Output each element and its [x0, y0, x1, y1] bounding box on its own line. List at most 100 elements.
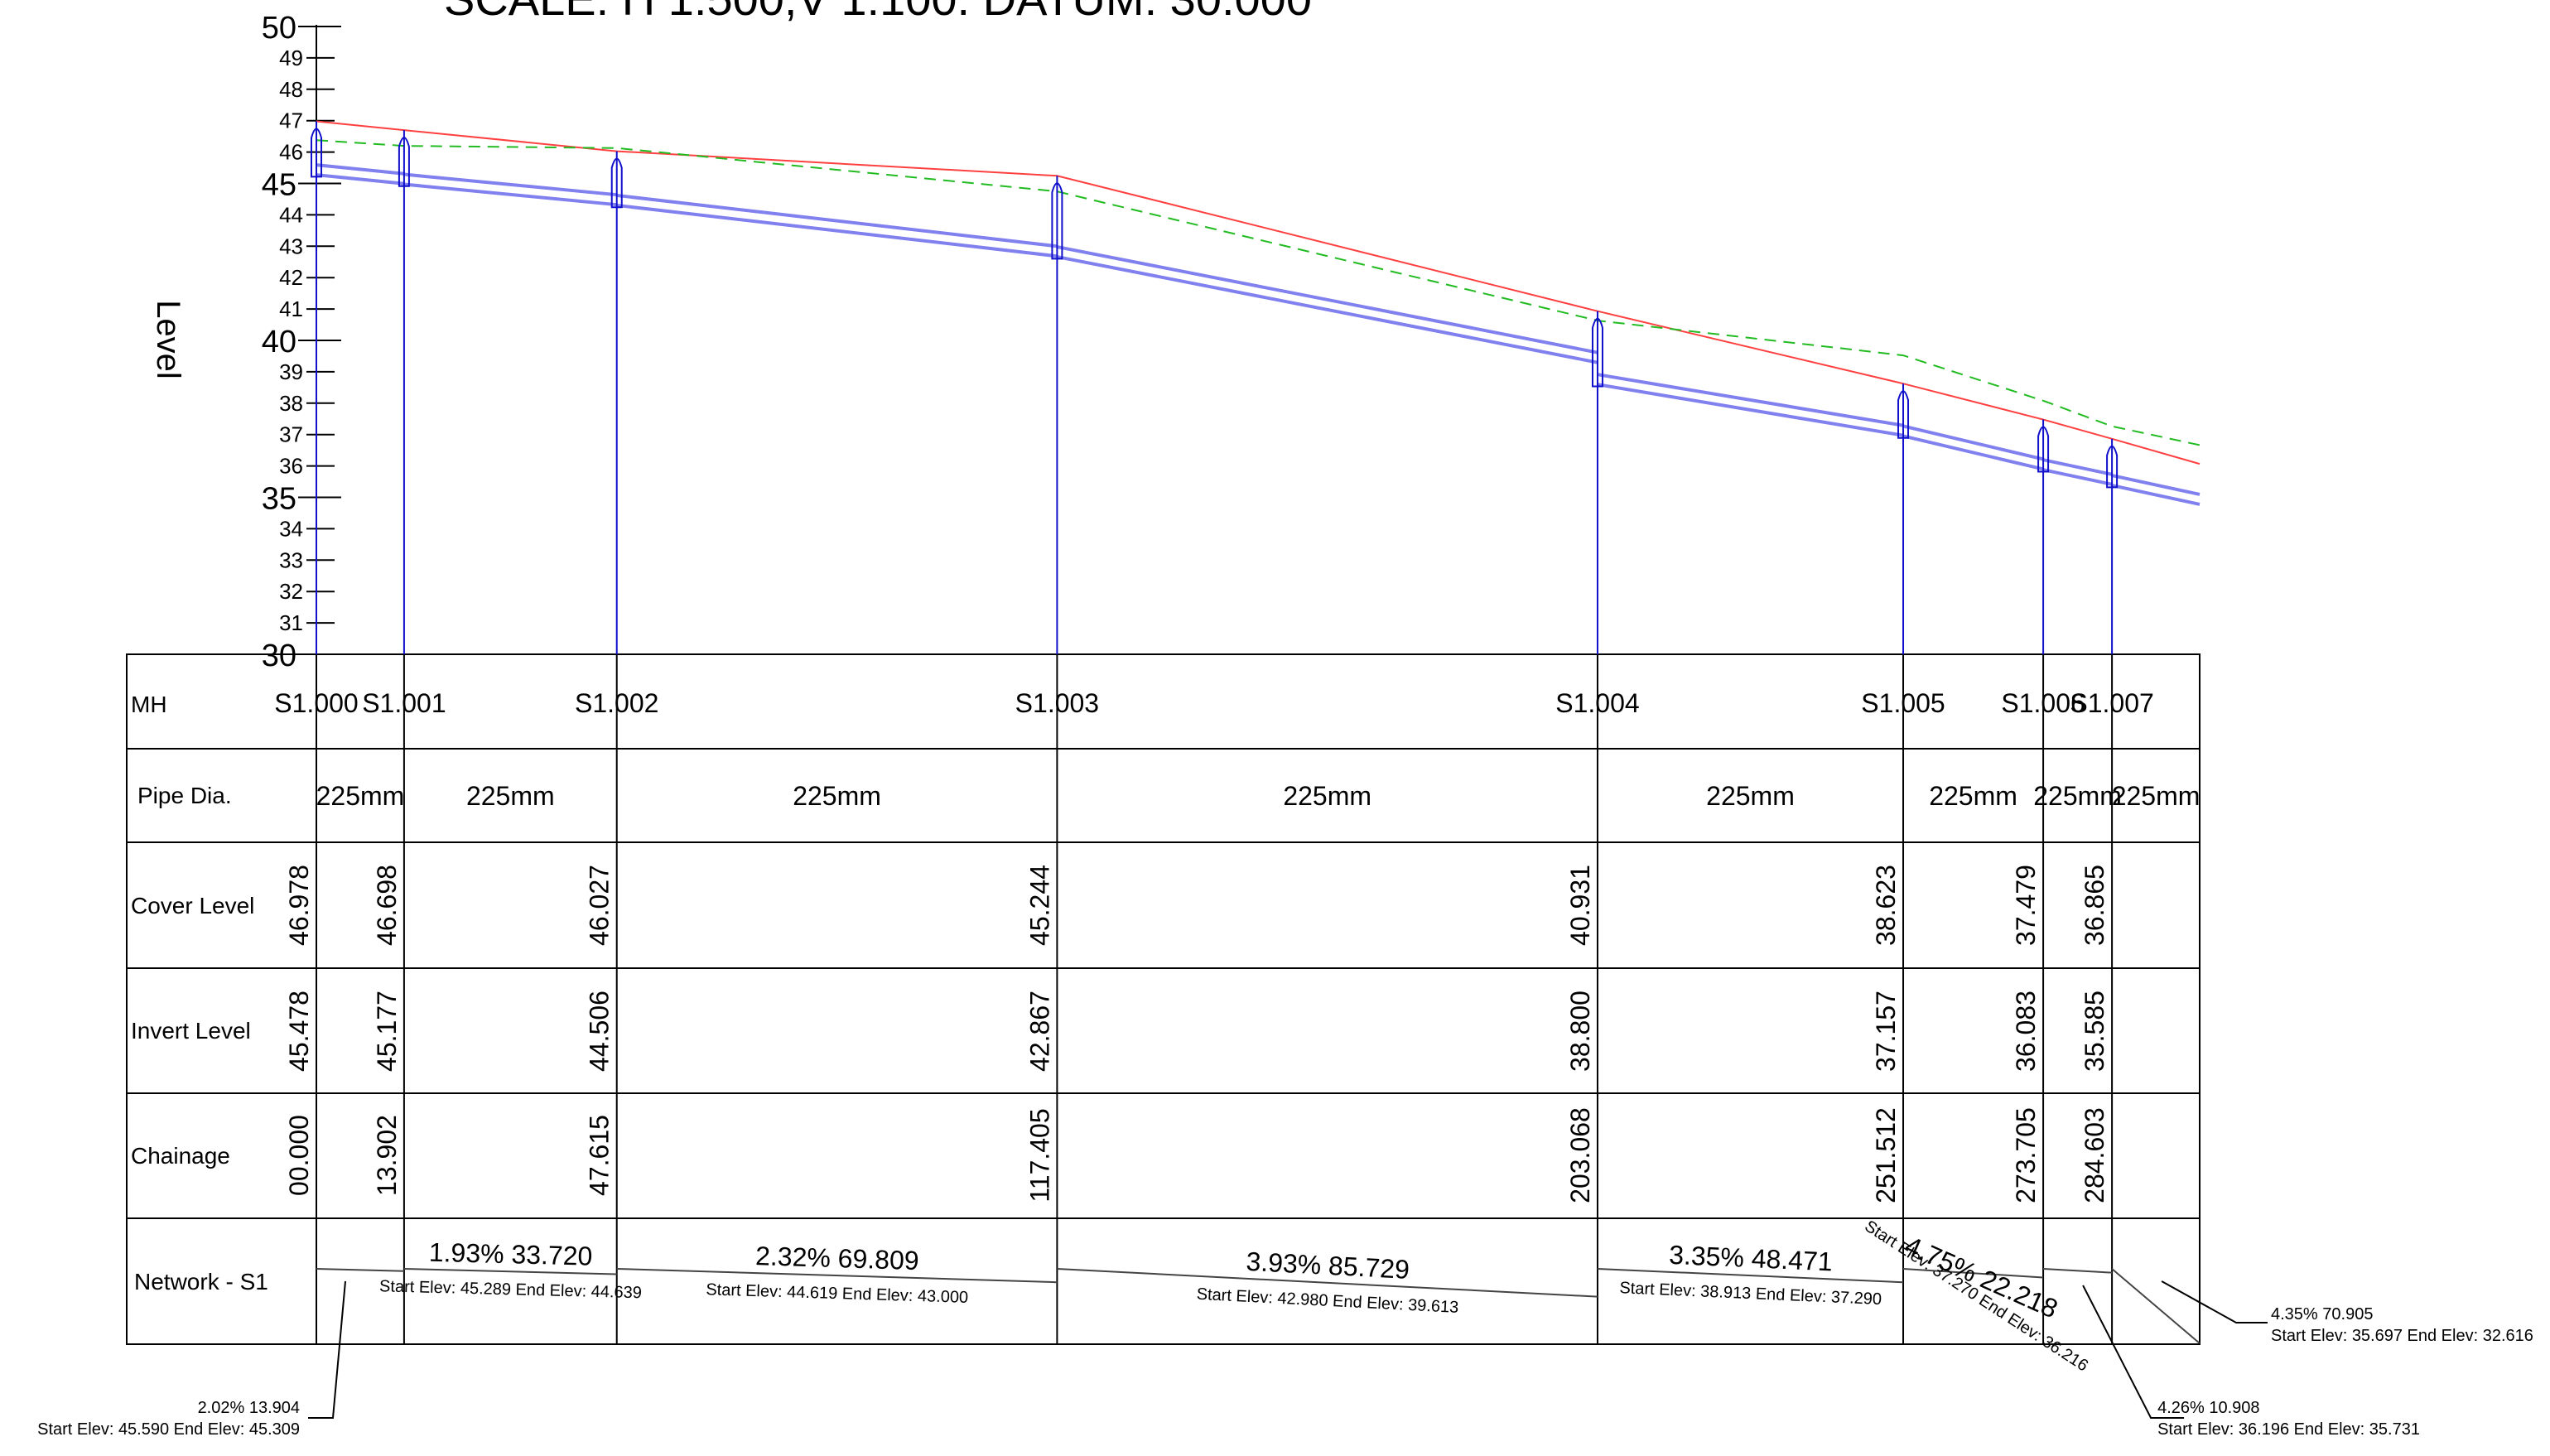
manhole-icon [1591, 317, 1603, 388]
chainage-value: 284.603 [2080, 1107, 2109, 1203]
minor-tick-label: 34 [279, 516, 303, 541]
network-slope-label: 4.35% 70.905 [2271, 1305, 2373, 1323]
cover-level-value: 37.479 [2011, 865, 2041, 946]
minor-tick-label: 44 [279, 202, 303, 227]
pipe-segment [1902, 434, 2044, 471]
chainage-value: 47.615 [585, 1115, 615, 1196]
manhole-label: S1.001 [362, 688, 446, 718]
pipe-dia-value: 225mm [466, 781, 555, 811]
pipe-dia-value: 225mm [1929, 781, 2017, 811]
network-slope-line [616, 1268, 1058, 1284]
major-tick-label: 40 [262, 325, 296, 359]
pipe-dia-value: 225mm [2112, 781, 2201, 811]
row-label-network: Network - S1 [134, 1269, 268, 1294]
manhole-label: S1.006 [2001, 688, 2085, 718]
network-elev-label: Start Elev: 38.913 End Elev: 37.290 [1619, 1279, 1882, 1309]
pipe-segment [2042, 468, 2113, 486]
pipe-dia-value: 225mm [316, 781, 405, 811]
manhole-label: S1.004 [1555, 688, 1639, 718]
manhole-icon [1051, 182, 1063, 260]
manhole-icon [1897, 390, 1910, 439]
invert-level-value: 44.506 [585, 991, 615, 1072]
pipe-segment [2111, 474, 2201, 496]
level-axis-label: Level [150, 300, 186, 379]
pipe-segment [616, 203, 1058, 258]
manhole-label: S1.003 [1015, 688, 1099, 718]
chainage-value: 203.068 [1565, 1107, 1595, 1203]
network-slope-line [1057, 1268, 1598, 1298]
profile-lines [311, 120, 2201, 654]
network-elev-label: Start Elev: 44.619 End Elev: 43.000 [706, 1280, 968, 1307]
pipe-segment [316, 163, 405, 176]
invert-level-value: 45.478 [284, 991, 314, 1072]
cover-level-value: 46.698 [372, 865, 402, 946]
minor-tick-label: 42 [279, 265, 303, 290]
network-slope-label: 4.26% 10.908 [2157, 1399, 2259, 1417]
minor-tick-label: 47 [279, 108, 303, 133]
major-tick-label: 50 [262, 11, 296, 46]
network-slope-line [1902, 1268, 2044, 1279]
drawing-title: SCALE: H 1:500,V 1:100. DATUM: 30.000 [444, 0, 1312, 25]
pipe-dia-value: 225mm [793, 781, 881, 811]
network-slope-line [2111, 1268, 2201, 1344]
chainage-value: 117.405 [1024, 1108, 1054, 1202]
pipe-segment [2042, 458, 2113, 476]
network-slope-line [1597, 1268, 1904, 1284]
minor-tick-label: 46 [279, 140, 303, 165]
row-label-mh: MH [131, 692, 167, 717]
network-elev-label: Start Elev: 42.980 End Elev: 39.613 [1196, 1285, 1459, 1317]
manhole-label: S1.000 [274, 688, 358, 718]
cover-level-value: 45.244 [1024, 865, 1054, 946]
pipe-segment [403, 172, 617, 197]
network-elev-label: Start Elev: 36.196 End Elev: 35.731 [2157, 1420, 2420, 1439]
pipe-segment [1057, 245, 1598, 354]
pipe-segment [1597, 383, 1904, 437]
minor-tick-label: 36 [279, 454, 303, 479]
network-elev-label: Start Elev: 45.590 End Elev: 45.309 [37, 1420, 300, 1439]
callout-leader [2161, 1280, 2268, 1323]
minor-tick-label: 32 [279, 579, 303, 604]
pipe-segment [403, 182, 617, 207]
existing-ground-line [316, 139, 2201, 446]
manhole-icon [398, 137, 410, 187]
chainage-value: 13.902 [372, 1115, 402, 1196]
minor-tick-label: 43 [279, 234, 303, 258]
level-ticks: 30 35 40 45 50 31 32 33 34 36 37 38 39 41 42 43 44 46 47 48… [262, 11, 341, 673]
chainage-value: 251.512 [1871, 1107, 1901, 1203]
callout-leader [308, 1280, 346, 1419]
pipe-segment [2111, 484, 2201, 506]
minor-tick-label: 41 [279, 297, 303, 321]
row-label-cover-level: Cover Level [131, 893, 254, 918]
major-tick-label: 30 [262, 639, 296, 673]
cover-level-value: 46.027 [585, 865, 615, 946]
row-label-invert-level: Invert Level [131, 1018, 251, 1044]
manhole-markers [311, 121, 2119, 654]
manhole-icon [2037, 426, 2050, 473]
cover-level-value: 40.931 [1565, 865, 1595, 946]
network-slope-label: 2.32% 69.809 [755, 1241, 920, 1275]
manhole-icon [311, 128, 322, 178]
network-annotations: 1.93% 33.720 Start Elev: 45.289 End Elev:… [37, 1217, 2533, 1439]
minor-tick-label: 33 [279, 547, 303, 572]
row-label-pipe-dia: Pipe Dia. [137, 783, 232, 808]
invert-level-value: 45.177 [372, 991, 402, 1072]
network-slope-label: 3.93% 85.729 [1246, 1246, 1410, 1285]
data-table: MH Pipe Dia. Cover Level Invert Level Ch… [126, 653, 2201, 1345]
pipe-segment [616, 193, 1058, 248]
cover-level-line [316, 120, 2201, 465]
invert-level-value: 36.083 [2011, 991, 2041, 1072]
network-slope-label: 2.02% 13.904 [198, 1399, 300, 1417]
major-tick-label: 45 [262, 168, 296, 203]
pipe-run [316, 163, 2201, 506]
minor-tick-label: 38 [279, 391, 303, 416]
pipe-segment [1597, 373, 1904, 427]
invert-level-value: 35.585 [2080, 991, 2109, 1072]
minor-tick-label: 37 [279, 422, 303, 447]
minor-tick-label: 31 [279, 610, 303, 635]
cover-level-value: 36.865 [2080, 865, 2109, 946]
table-frame [126, 653, 2201, 1345]
manhole-icon [2106, 445, 2119, 489]
minor-tick-label: 39 [279, 359, 303, 384]
